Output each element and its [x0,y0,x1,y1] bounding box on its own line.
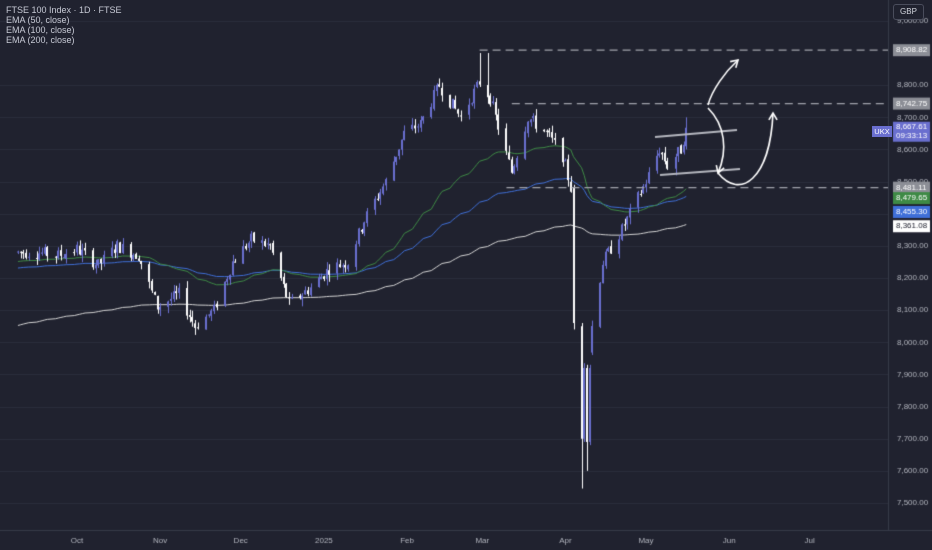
ticker-badge: UKX [872,126,892,137]
chart-legend: FTSE 100 Index · 1D · FTSE EMA (50, clos… [6,5,122,45]
legend-ema50: EMA (50, close) [6,15,70,25]
legend-ema200: EMA (200, close) [6,35,75,45]
legend-ema100: EMA (100, close) [6,25,75,35]
currency-button[interactable]: GBP [893,4,924,20]
legend-title: FTSE 100 Index · 1D · FTSE [6,5,122,15]
